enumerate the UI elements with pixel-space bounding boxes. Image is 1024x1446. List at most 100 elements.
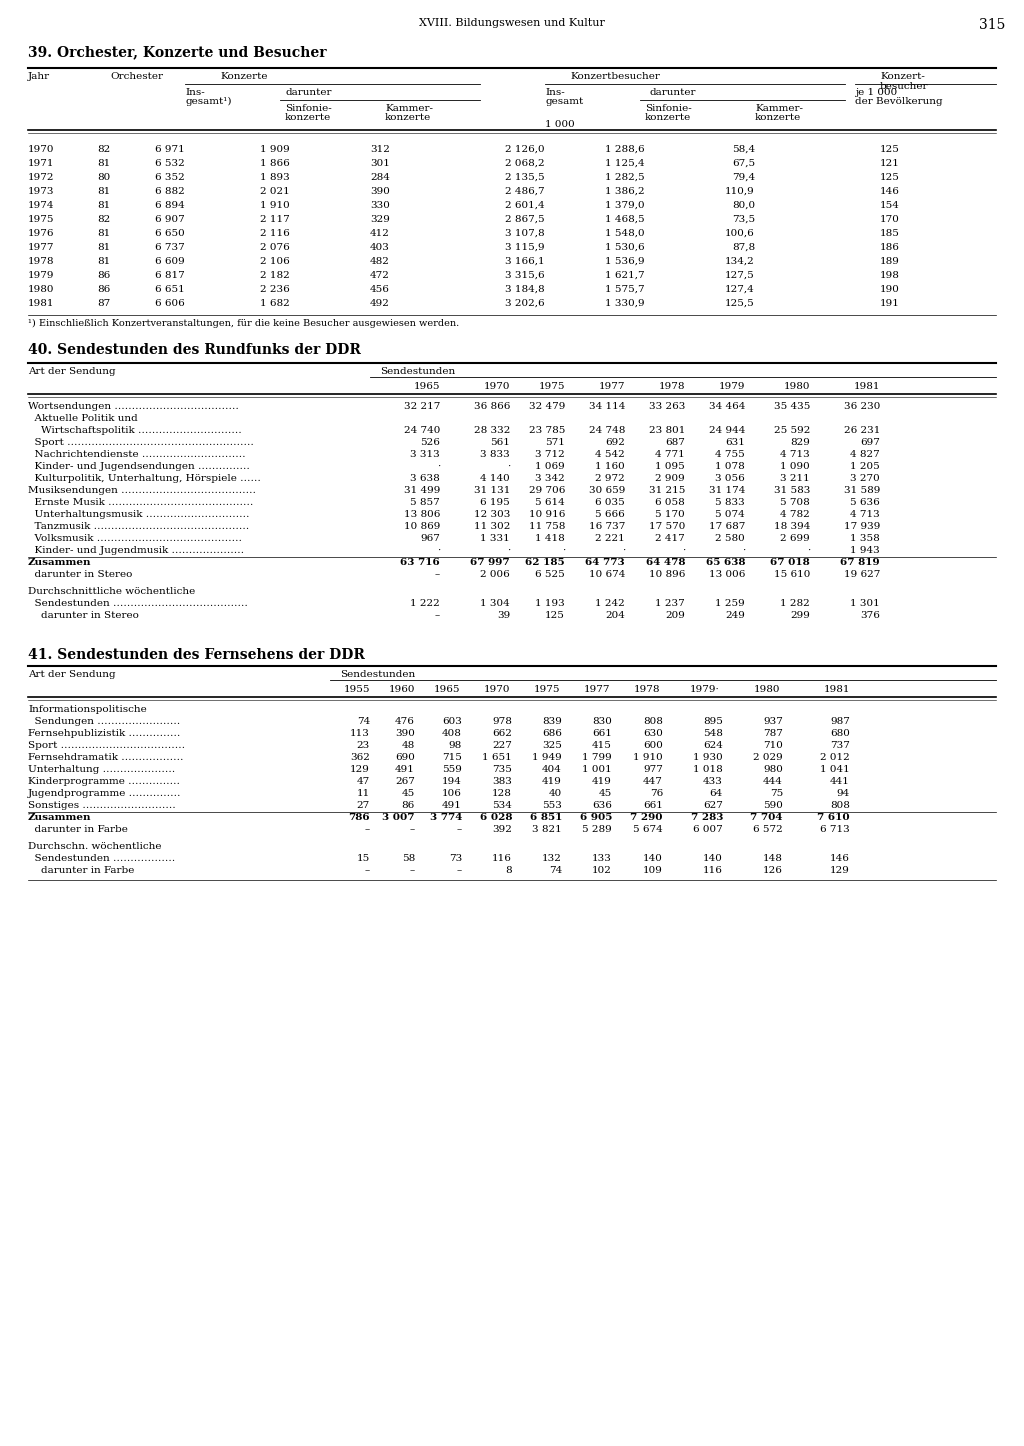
Text: ¹) Einschließlich Konzertveranstaltungen, für die keine Besucher ausgewiesen wer: ¹) Einschließlich Konzertveranstaltungen… [28, 320, 459, 328]
Text: Wortsendungen ………………………………: Wortsendungen ……………………………… [28, 402, 239, 411]
Text: 2 012: 2 012 [820, 753, 850, 762]
Text: darunter in Farbe: darunter in Farbe [28, 826, 128, 834]
Text: 33 263: 33 263 [648, 402, 685, 411]
Text: 27: 27 [356, 801, 370, 810]
Text: 419: 419 [542, 777, 562, 787]
Text: 65 638: 65 638 [706, 558, 745, 567]
Text: 63 716: 63 716 [400, 558, 440, 567]
Text: Sport ………………………………………………: Sport ……………………………………………… [28, 438, 254, 447]
Text: 534: 534 [493, 801, 512, 810]
Text: 1 222: 1 222 [411, 599, 440, 607]
Text: 125: 125 [880, 174, 900, 182]
Text: 6 028: 6 028 [479, 813, 512, 821]
Text: 2 135,5: 2 135,5 [506, 174, 545, 182]
Text: 1 193: 1 193 [536, 599, 565, 607]
Text: 17 570: 17 570 [648, 522, 685, 531]
Text: 3 313: 3 313 [411, 450, 440, 458]
Text: 1 418: 1 418 [536, 534, 565, 544]
Text: 121: 121 [880, 159, 900, 168]
Text: 441: 441 [830, 777, 850, 787]
Text: 1 910: 1 910 [633, 753, 663, 762]
Text: 13 806: 13 806 [403, 510, 440, 519]
Text: 5 833: 5 833 [715, 497, 745, 508]
Text: 1 259: 1 259 [715, 599, 745, 607]
Text: 1 282,5: 1 282,5 [605, 174, 645, 182]
Text: 600: 600 [643, 740, 663, 750]
Text: 10 896: 10 896 [648, 570, 685, 578]
Text: Kammer-: Kammer- [385, 104, 433, 113]
Text: 82: 82 [96, 215, 110, 224]
Text: 140: 140 [643, 855, 663, 863]
Text: Sendungen ……………………: Sendungen …………………… [28, 717, 180, 726]
Text: 2 580: 2 580 [715, 534, 745, 544]
Text: darunter in Farbe: darunter in Farbe [28, 866, 134, 875]
Text: Wirtschaftspolitik …………………………: Wirtschaftspolitik ………………………… [28, 427, 242, 435]
Text: Sendestunden …………………………………: Sendestunden ………………………………… [28, 599, 248, 607]
Text: 40: 40 [549, 790, 562, 798]
Text: 6 851: 6 851 [529, 813, 562, 821]
Text: 636: 636 [592, 801, 612, 810]
Text: 315: 315 [979, 17, 1005, 32]
Text: 191: 191 [880, 299, 900, 308]
Text: 1 536,9: 1 536,9 [605, 257, 645, 266]
Text: 2 221: 2 221 [595, 534, 625, 544]
Text: –: – [457, 826, 462, 834]
Text: 1977: 1977 [598, 382, 625, 390]
Text: 895: 895 [703, 717, 723, 726]
Text: Aktuelle Politik und: Aktuelle Politik und [28, 414, 138, 424]
Text: 330: 330 [370, 201, 390, 210]
Text: 433: 433 [703, 777, 723, 787]
Text: 11 302: 11 302 [474, 522, 510, 531]
Text: –: – [435, 612, 440, 620]
Text: 1 548,0: 1 548,0 [605, 228, 645, 239]
Text: 87: 87 [96, 299, 110, 308]
Text: 1 301: 1 301 [850, 599, 880, 607]
Text: 2 106: 2 106 [260, 257, 290, 266]
Text: 249: 249 [725, 612, 745, 620]
Text: 116: 116 [493, 855, 512, 863]
Text: 1974: 1974 [28, 201, 54, 210]
Text: 73,5: 73,5 [732, 215, 755, 224]
Text: 3 184,8: 3 184,8 [506, 285, 545, 294]
Text: 1979·: 1979· [690, 685, 720, 694]
Text: 34 114: 34 114 [589, 402, 625, 411]
Text: 362: 362 [350, 753, 370, 762]
Text: 1977: 1977 [28, 243, 54, 252]
Text: 561: 561 [490, 438, 510, 447]
Text: 113: 113 [350, 729, 370, 737]
Text: konzerte: konzerte [755, 113, 801, 121]
Text: 839: 839 [542, 717, 562, 726]
Text: 47: 47 [356, 777, 370, 787]
Text: 492: 492 [370, 299, 390, 308]
Text: Durchschn. wöchentliche: Durchschn. wöchentliche [28, 842, 162, 852]
Text: 7 704: 7 704 [751, 813, 783, 821]
Text: 19 627: 19 627 [844, 570, 880, 578]
Text: 1980: 1980 [28, 285, 54, 294]
Text: Art der Sendung: Art der Sendung [28, 367, 116, 376]
Text: 383: 383 [493, 777, 512, 787]
Text: Jugendprogramme ……………: Jugendprogramme …………… [28, 790, 181, 798]
Text: 390: 390 [370, 187, 390, 197]
Text: 39. Orchester, Konzerte und Besucher: 39. Orchester, Konzerte und Besucher [28, 45, 327, 59]
Text: 1 910: 1 910 [260, 201, 290, 210]
Text: 67 819: 67 819 [841, 558, 880, 567]
Text: 6 058: 6 058 [655, 497, 685, 508]
Text: 3 315,6: 3 315,6 [506, 270, 545, 281]
Text: 125,5: 125,5 [725, 299, 755, 308]
Text: 48: 48 [401, 740, 415, 750]
Text: 98: 98 [449, 740, 462, 750]
Text: 3 202,6: 3 202,6 [506, 299, 545, 308]
Text: 116: 116 [703, 866, 723, 875]
Text: 415: 415 [592, 740, 612, 750]
Text: 24 748: 24 748 [589, 427, 625, 435]
Text: 1981: 1981 [823, 685, 850, 694]
Text: 1 530,6: 1 530,6 [605, 243, 645, 252]
Text: 697: 697 [860, 438, 880, 447]
Text: 456: 456 [370, 285, 390, 294]
Text: konzerte: konzerte [645, 113, 691, 121]
Text: 148: 148 [763, 855, 783, 863]
Text: ·: · [741, 547, 745, 555]
Text: 128: 128 [493, 790, 512, 798]
Text: 67 018: 67 018 [770, 558, 810, 567]
Text: 1975: 1975 [539, 382, 565, 390]
